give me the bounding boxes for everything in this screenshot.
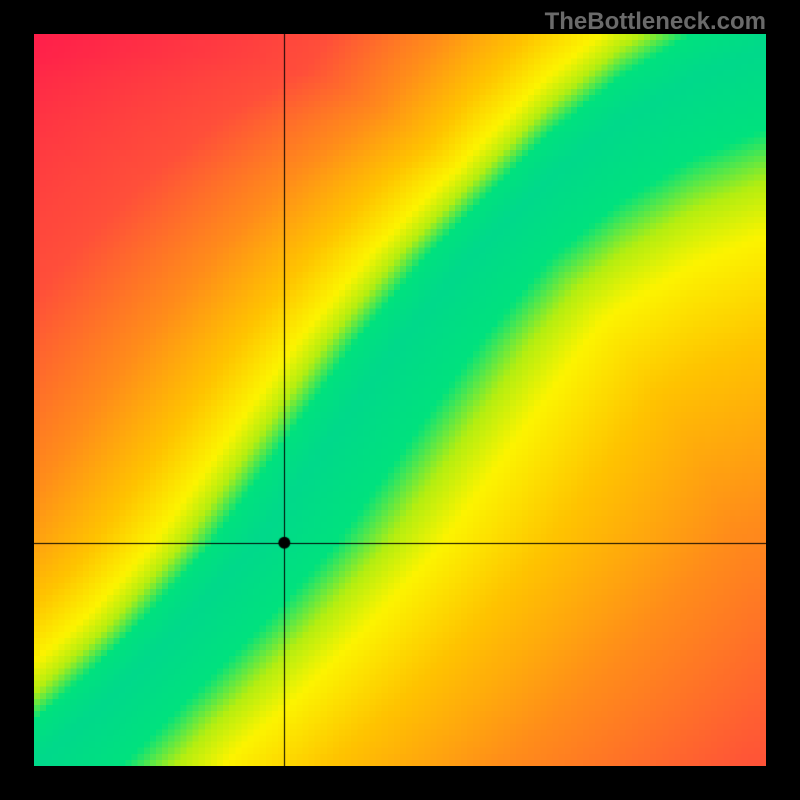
- crosshair-layer: [34, 34, 766, 766]
- watermark-text: TheBottleneck.com: [545, 8, 766, 36]
- bottleneck-chart: TheBottleneck.com: [0, 0, 800, 800]
